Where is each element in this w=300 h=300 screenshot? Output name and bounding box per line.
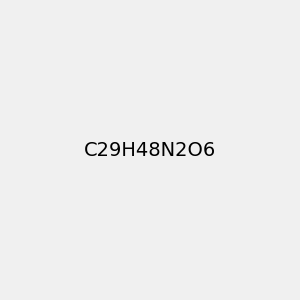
Text: C29H48N2O6: C29H48N2O6 [84,140,216,160]
